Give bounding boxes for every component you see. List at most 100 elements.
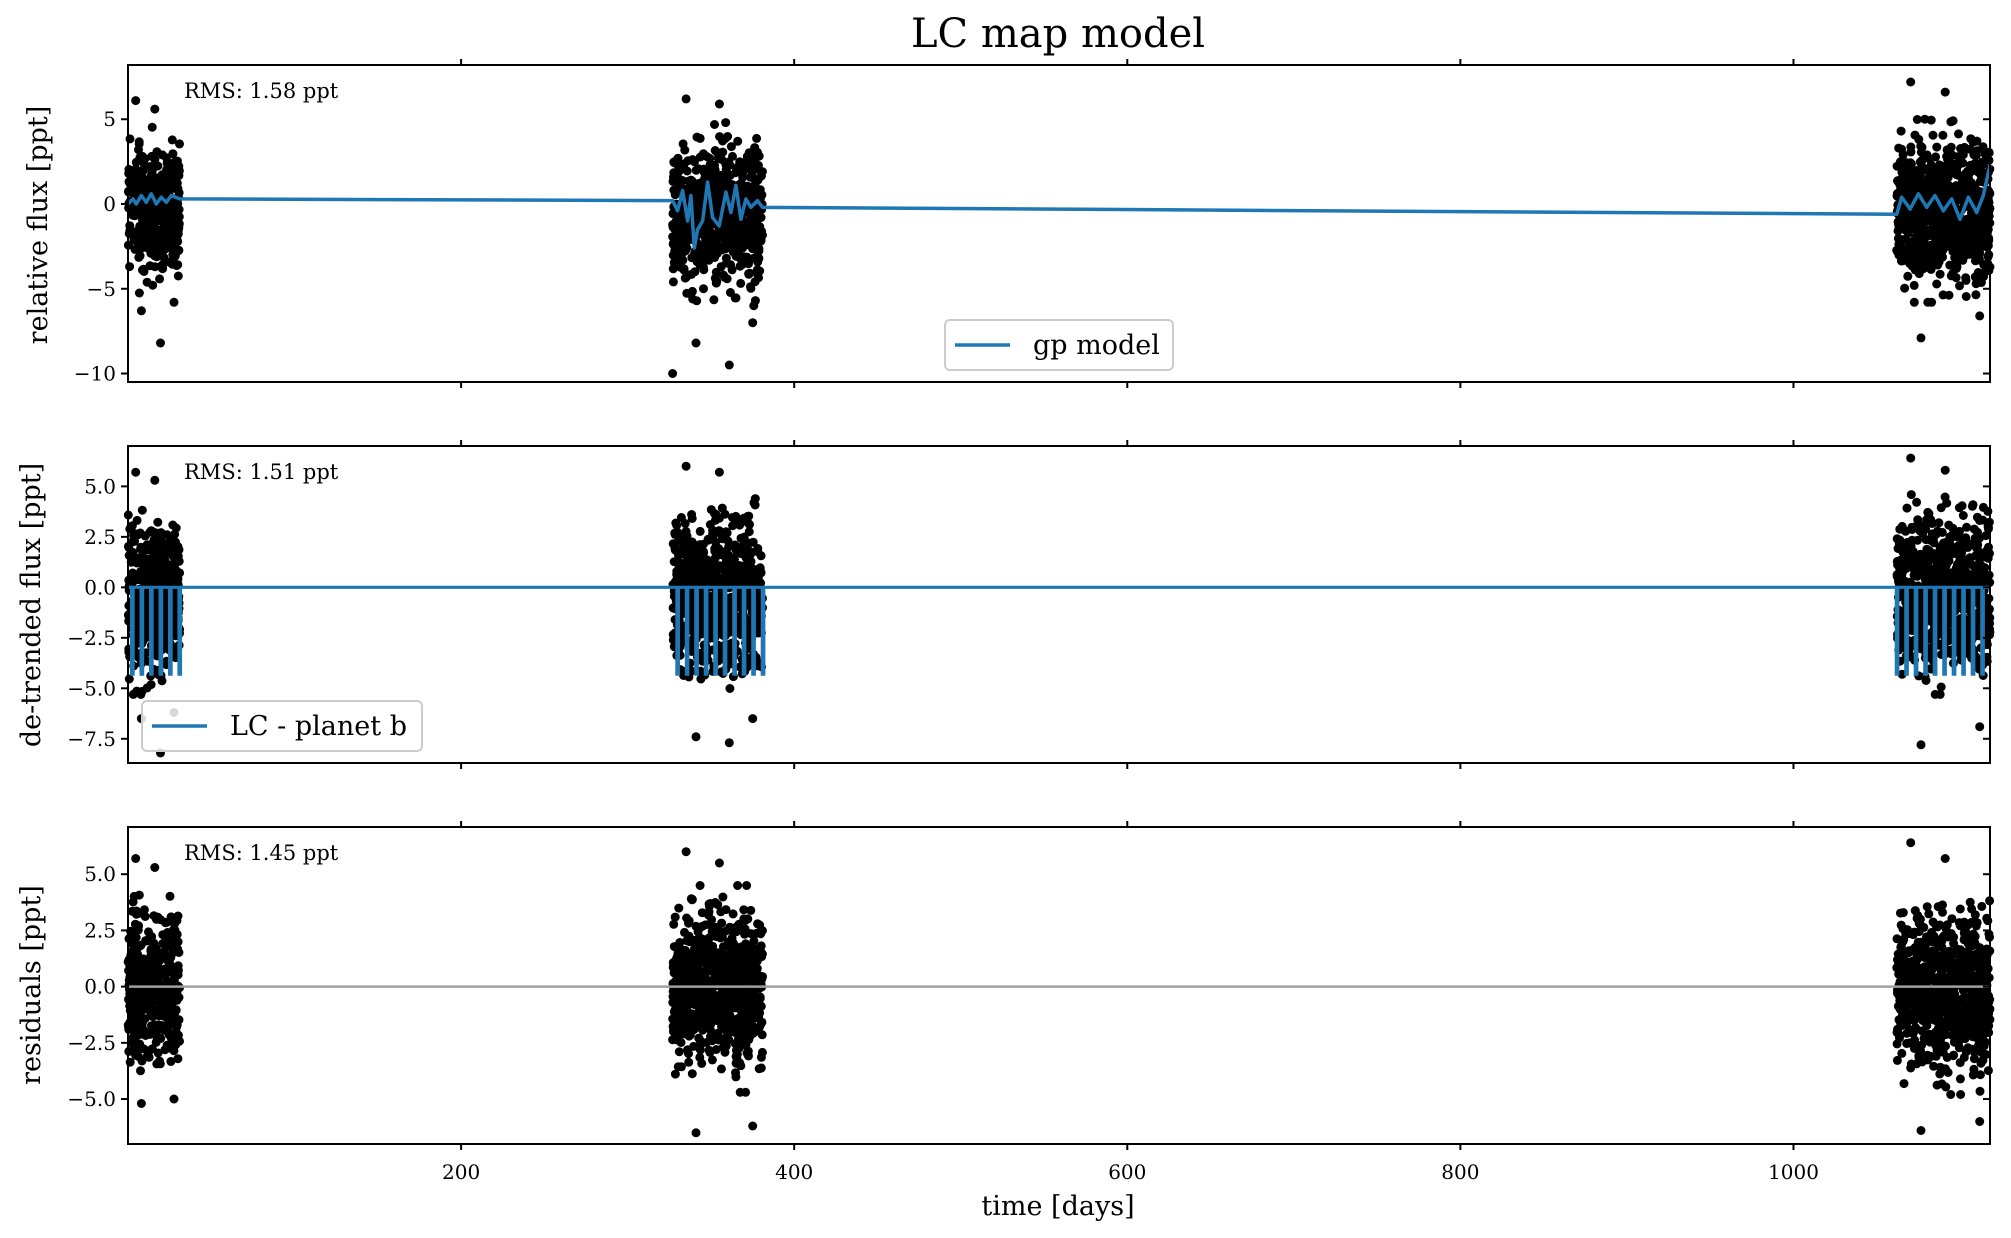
data-point	[142, 1051, 152, 1061]
data-point	[730, 517, 740, 527]
data-point	[1984, 235, 1994, 245]
data-point	[170, 251, 180, 261]
data-point	[141, 1004, 151, 1014]
data-point	[728, 560, 738, 570]
data-point	[720, 509, 730, 519]
data-point	[1978, 502, 1988, 512]
data-point	[165, 257, 175, 267]
data-point	[723, 1019, 733, 1029]
outlier-point	[724, 738, 734, 748]
data-point	[1943, 241, 1952, 251]
data-point	[670, 528, 680, 538]
data-point	[671, 158, 681, 168]
outlier-point	[691, 732, 701, 742]
data-point	[692, 296, 702, 306]
gp-model-line	[126, 164, 1992, 250]
data-point	[750, 494, 760, 504]
data-point	[734, 250, 744, 260]
data-point	[731, 1045, 741, 1055]
data-point	[1926, 565, 1936, 575]
data-point	[153, 232, 163, 242]
data-point	[137, 686, 147, 696]
data-point	[127, 1038, 137, 1048]
data-point	[693, 546, 703, 556]
data-point	[158, 543, 168, 553]
data-point	[725, 684, 735, 693]
data-point	[172, 1022, 182, 1032]
data-point	[168, 1032, 178, 1042]
data-point	[1933, 166, 1943, 176]
data-point	[146, 233, 156, 243]
data-point	[1970, 182, 1980, 191]
data-point	[155, 274, 165, 284]
data-point	[752, 265, 762, 275]
data-point	[1958, 511, 1968, 520]
data-point	[142, 597, 152, 607]
data-point	[131, 182, 141, 192]
data-point	[749, 220, 759, 230]
data-point	[1938, 540, 1948, 550]
data-point	[721, 118, 731, 128]
data-point	[151, 1010, 161, 1020]
data-point	[135, 1029, 145, 1039]
data-point	[721, 159, 731, 169]
data-point	[725, 598, 735, 608]
data-point	[669, 557, 679, 567]
data-point	[689, 1041, 699, 1051]
data-point	[154, 530, 163, 540]
data-point	[1897, 567, 1907, 577]
data-point	[721, 253, 731, 263]
data-point	[128, 897, 138, 907]
data-point	[170, 970, 180, 980]
data-point	[750, 500, 760, 510]
data-point	[1906, 142, 1916, 152]
outlier-point	[1975, 722, 1985, 732]
data-point	[746, 283, 756, 293]
data-point	[753, 628, 763, 638]
data-point	[749, 301, 759, 311]
data-point	[1938, 130, 1948, 140]
data-point	[698, 243, 708, 253]
data-point	[1950, 187, 1960, 196]
outlier-point	[681, 461, 691, 471]
data-point	[155, 1059, 165, 1069]
data-point	[672, 248, 682, 258]
data-point	[1934, 518, 1944, 528]
data-point	[169, 1040, 179, 1050]
axes-frame	[127, 445, 1991, 764]
data-point	[1949, 574, 1959, 584]
data-point	[1953, 152, 1963, 162]
data-point	[1894, 239, 1904, 249]
data-point	[699, 284, 708, 294]
data-point	[134, 137, 144, 147]
data-point	[1972, 552, 1982, 562]
data-point	[1956, 542, 1966, 552]
data-point	[744, 556, 754, 566]
data-point	[710, 164, 720, 174]
data-point	[1894, 221, 1904, 231]
data-point	[1909, 280, 1919, 290]
outlier-point	[150, 863, 160, 872]
data-point	[138, 265, 147, 275]
y-tick-label: −7.5	[67, 727, 116, 751]
data-point	[1978, 142, 1988, 152]
data-point	[1896, 544, 1906, 554]
data-point	[724, 568, 734, 578]
data-point	[171, 243, 181, 253]
data-point	[158, 939, 168, 948]
data-point	[169, 183, 179, 193]
data-point	[134, 145, 143, 155]
data-point	[131, 933, 141, 942]
data-point	[1914, 243, 1924, 253]
data-point	[753, 573, 763, 583]
data-point	[173, 937, 183, 947]
data-point	[1895, 537, 1905, 547]
data-point	[1906, 179, 1916, 189]
data-point	[716, 907, 726, 917]
x-axis-label: time [days]	[981, 1191, 1134, 1222]
data-point	[1951, 273, 1961, 283]
data-point	[1918, 184, 1928, 194]
data-point	[725, 170, 735, 180]
data-point	[678, 139, 688, 149]
